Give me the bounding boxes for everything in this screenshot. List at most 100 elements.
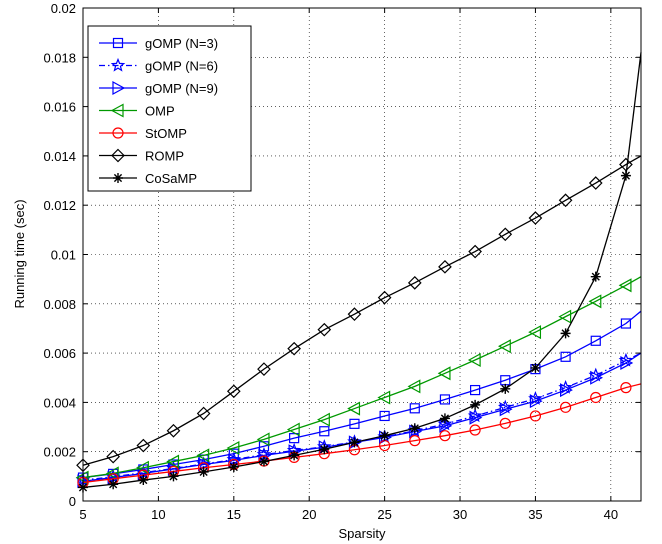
y-tick-label: 0.01 <box>51 248 76 263</box>
data-point-asterisk <box>258 456 269 467</box>
y-tick-label: 0.014 <box>43 149 76 164</box>
data-point-asterisk <box>409 423 420 434</box>
data-point-triangle <box>590 370 604 385</box>
data-point-circle <box>529 410 542 422</box>
x-tick-label: 25 <box>377 507 391 522</box>
y-tick-label: 0 <box>69 494 76 509</box>
data-point-circle <box>112 127 124 139</box>
data-point-diamond <box>377 290 392 305</box>
data-point-diamond <box>111 148 125 163</box>
data-point-asterisk <box>470 399 481 410</box>
data-point-diamond <box>528 211 543 225</box>
y-tick-label: 0.008 <box>43 297 76 312</box>
data-point-diamond <box>558 193 573 208</box>
data-point-triangle <box>286 422 300 437</box>
data-point-triangle <box>558 309 572 324</box>
data-point-triangle <box>559 383 573 398</box>
data-point-triangle <box>498 339 511 354</box>
data-point-star <box>110 57 126 72</box>
data-point-square <box>590 335 601 346</box>
data-point-square <box>349 418 360 429</box>
data-point-asterisk <box>500 383 511 394</box>
data-point-diamond <box>588 176 603 190</box>
data-point-circle <box>409 435 421 447</box>
legend-entry: ROMP <box>99 149 184 164</box>
data-point-diamond <box>438 259 452 274</box>
y-tick-label: 0.002 <box>43 445 76 460</box>
data-point-asterisk <box>228 461 239 472</box>
data-point-diamond <box>166 423 181 438</box>
data-point-triangle <box>105 466 119 481</box>
x-tick-label: 35 <box>528 507 542 522</box>
data-point-diamond <box>468 244 482 259</box>
data-point-asterisk <box>168 471 179 482</box>
data-point-asterisk <box>560 328 571 339</box>
y-tick-label: 0.02 <box>51 1 76 16</box>
data-point-square <box>470 384 481 396</box>
data-point-triangle <box>256 432 270 447</box>
x-tick-label: 15 <box>227 507 241 522</box>
data-point-circle <box>590 391 602 404</box>
data-point-triangle <box>317 412 330 427</box>
data-point-diamond <box>498 227 513 242</box>
data-point-asterisk <box>439 413 450 424</box>
data-point-star <box>196 456 211 471</box>
legend-label: OMP <box>145 104 175 119</box>
legend-label: gOMP (N=9) <box>145 81 218 96</box>
y-tick-label: 0.012 <box>43 198 76 213</box>
data-point-diamond <box>347 307 362 322</box>
x-tick-label: 20 <box>302 507 316 522</box>
legend-entry: OMP <box>99 103 175 119</box>
data-point-square <box>439 394 451 405</box>
legend: gOMP (N=3) gOMP (N=6) gOMP (N=9) OMP StOMP RO… <box>87 25 252 192</box>
data-point-asterisk <box>620 170 631 181</box>
data-point-circle <box>620 382 632 394</box>
legend-entry: gOMP (N=9) <box>99 80 218 96</box>
data-point-triangle <box>467 352 481 368</box>
series-line <box>82 155 642 466</box>
data-point-square <box>379 410 390 422</box>
data-point-diamond <box>106 449 121 464</box>
data-point-asterisk <box>590 271 601 282</box>
data-point-asterisk <box>113 173 123 183</box>
data-point-triangle <box>529 394 543 409</box>
x-axis-label: Sparsity <box>339 526 386 541</box>
series-omp <box>75 276 642 485</box>
data-point-triangle <box>112 80 126 96</box>
data-point-diamond <box>407 275 422 290</box>
data-point-asterisk <box>289 450 300 461</box>
data-point-star <box>467 408 483 423</box>
data-point-asterisk <box>530 362 541 373</box>
x-tick-label: 10 <box>151 507 165 522</box>
y-axis-label: Running time (sec) <box>12 199 27 308</box>
data-point-square <box>319 426 330 437</box>
data-point-triangle <box>618 278 632 293</box>
data-point-circle <box>439 430 451 442</box>
legend-label: CoSaMP <box>145 171 197 186</box>
x-tick-label: 40 <box>604 507 618 522</box>
data-point-asterisk <box>198 466 209 477</box>
data-point-triangle <box>110 103 124 118</box>
legend-label: gOMP (N=6) <box>145 59 218 74</box>
data-point-star <box>437 416 453 431</box>
data-point-triangle <box>469 410 483 425</box>
data-point-diamond <box>196 406 211 421</box>
data-point-diamond <box>136 438 151 453</box>
data-point-asterisk <box>319 444 330 455</box>
y-tick-label: 0.004 <box>43 395 76 410</box>
axis-ticks <box>82 7 641 502</box>
legend-label: ROMP <box>145 149 184 164</box>
data-point-diamond <box>257 362 271 376</box>
data-point-triangle <box>499 402 513 417</box>
x-tick-label: 30 <box>453 507 467 522</box>
data-point-circle <box>499 417 511 429</box>
legend-entry: StOMP <box>99 126 187 141</box>
data-point-triangle <box>377 390 391 405</box>
data-point-square <box>112 37 124 49</box>
y-tick-label: 0.016 <box>43 100 76 115</box>
data-point-circle <box>469 424 481 436</box>
x-tick-label: 5 <box>79 507 86 522</box>
data-point-triangle <box>407 379 421 394</box>
data-point-triangle <box>620 355 634 370</box>
